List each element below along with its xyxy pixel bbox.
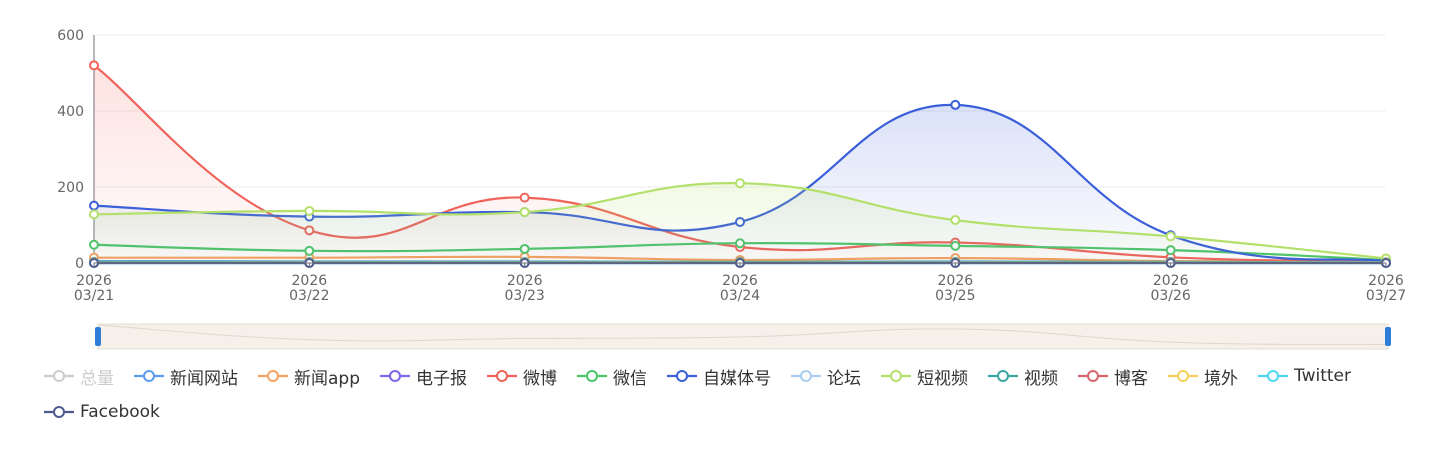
- legend-label: 总量: [80, 364, 114, 389]
- legend-label: 新闻app: [294, 364, 360, 389]
- data-point[interactable]: [90, 210, 98, 218]
- legend-label: 境外: [1204, 364, 1238, 389]
- legend-item[interactable]: Twitter: [1258, 362, 1351, 390]
- data-point[interactable]: [90, 202, 98, 210]
- legend-item[interactable]: 自媒体号: [667, 362, 771, 390]
- legend-line-icon: [667, 368, 697, 384]
- series-group: [90, 61, 1390, 267]
- data-point[interactable]: [951, 216, 959, 224]
- data-point[interactable]: [90, 61, 98, 69]
- legend-line-icon: [1258, 368, 1288, 384]
- legend-item[interactable]: 境外: [1168, 362, 1238, 390]
- data-point[interactable]: [305, 207, 313, 215]
- legend-line-icon: [1078, 368, 1108, 384]
- legend-label: Twitter: [1294, 366, 1351, 386]
- legend-line-icon: [577, 368, 607, 384]
- legend-item[interactable]: 电子报: [380, 362, 467, 390]
- legend-line-icon: [791, 368, 821, 384]
- series-area: [94, 183, 1386, 263]
- zoom-handle-end[interactable]: [1385, 327, 1391, 346]
- legend-item[interactable]: 论坛: [791, 362, 861, 390]
- y-tick-label: 400: [57, 104, 84, 120]
- legend-line-icon: [134, 368, 164, 384]
- legend-label: 视频: [1024, 364, 1058, 389]
- legend-item[interactable]: 微信: [577, 362, 647, 390]
- data-point[interactable]: [521, 208, 529, 216]
- legend-line-icon: [44, 404, 74, 420]
- legend-item[interactable]: 微博: [487, 362, 557, 390]
- legend-line-icon: [44, 368, 74, 384]
- legend-label: 电子报: [416, 364, 467, 389]
- data-point[interactable]: [951, 101, 959, 109]
- legend-label: 论坛: [827, 364, 861, 389]
- legend-label: Facebook: [80, 402, 160, 422]
- y-tick-label: 0: [75, 256, 84, 272]
- y-tick-label: 200: [57, 180, 84, 196]
- legend-line-icon: [881, 368, 911, 384]
- legend-label: 新闻网站: [170, 364, 238, 389]
- legend-label: 微信: [613, 364, 647, 389]
- zoom-handle-start[interactable]: [95, 327, 101, 346]
- data-zoom: [95, 324, 1391, 349]
- legend-item[interactable]: 新闻网站: [134, 362, 238, 390]
- legend-label: 微博: [523, 364, 557, 389]
- legend-label: 自媒体号: [703, 364, 771, 389]
- legend-item[interactable]: 总量: [44, 362, 114, 390]
- legend-item[interactable]: 视频: [988, 362, 1058, 390]
- legend-line-icon: [487, 368, 517, 384]
- legend-line-icon: [380, 368, 410, 384]
- legend-item[interactable]: 短视频: [881, 362, 968, 390]
- legend-line-icon: [258, 368, 288, 384]
- legend-label: 短视频: [917, 364, 968, 389]
- legend-label: 博客: [1114, 364, 1148, 389]
- legend-line-icon: [1168, 368, 1198, 384]
- data-point[interactable]: [521, 194, 529, 202]
- legend-item[interactable]: 博客: [1078, 362, 1148, 390]
- data-point[interactable]: [1167, 232, 1175, 240]
- legend-item[interactable]: 新闻app: [258, 362, 360, 390]
- legend-item[interactable]: Facebook: [44, 398, 160, 426]
- series-7: [90, 179, 1390, 263]
- legend-line-icon: [988, 368, 1018, 384]
- y-tick-label: 600: [57, 28, 84, 44]
- data-point[interactable]: [736, 179, 744, 187]
